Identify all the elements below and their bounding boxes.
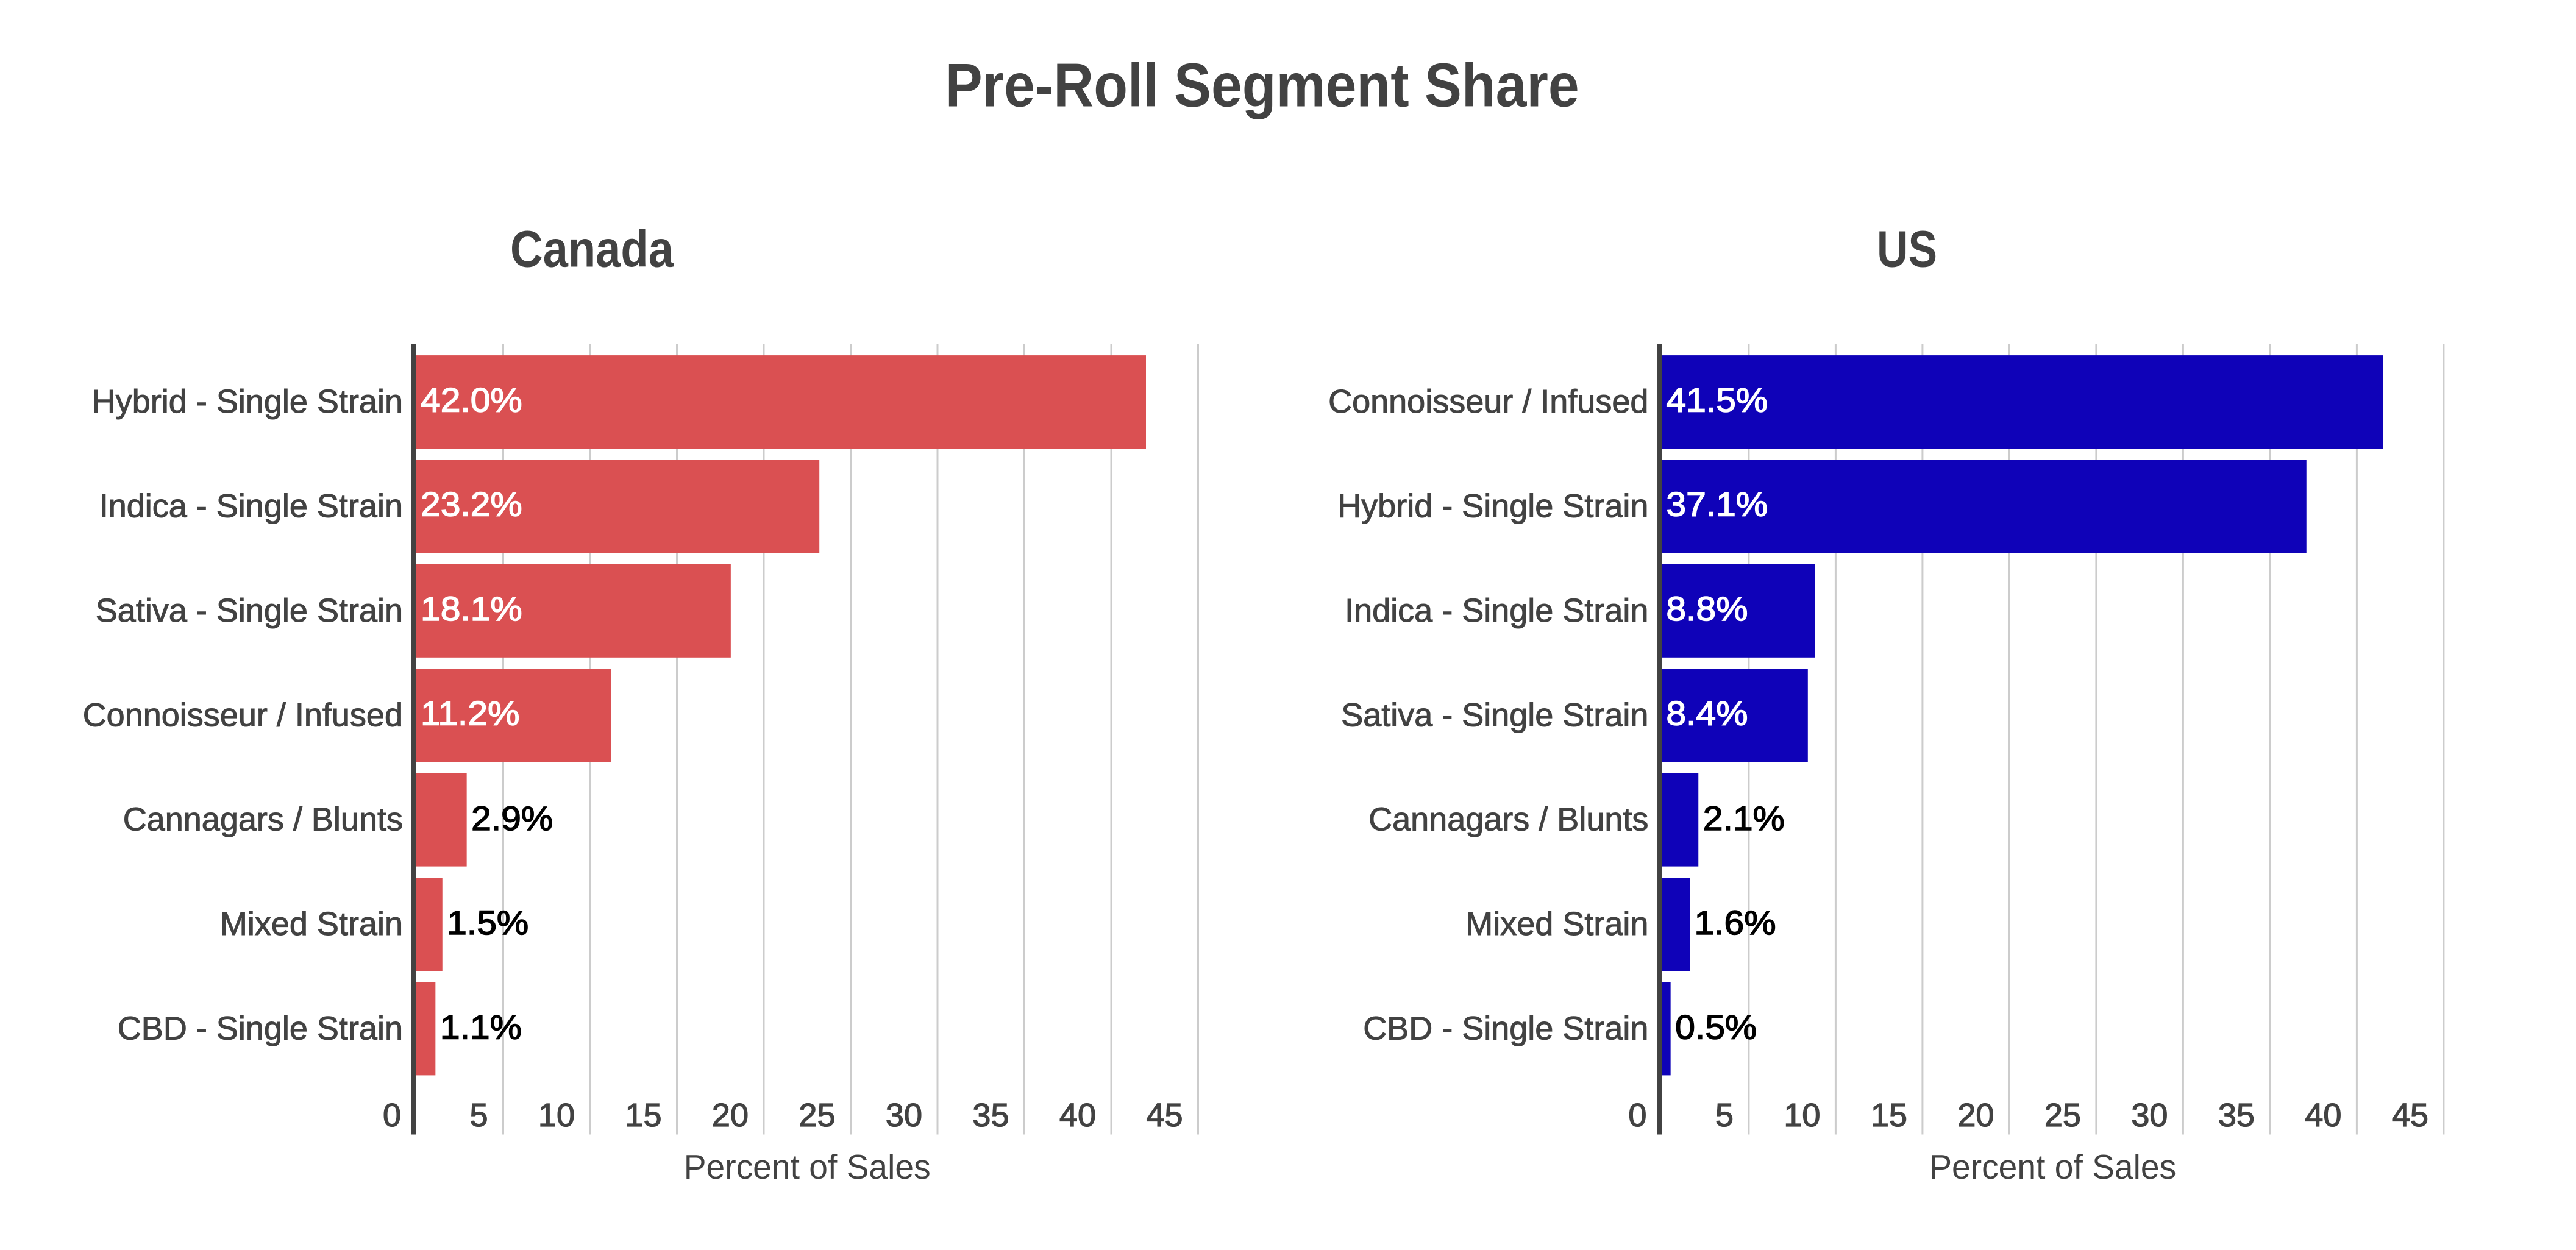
svg-text:40: 40 — [2305, 1097, 2341, 1134]
svg-text:40: 40 — [1059, 1097, 1096, 1134]
svg-text:45: 45 — [2392, 1097, 2428, 1134]
svg-text:5: 5 — [1715, 1097, 1734, 1134]
svg-text:10: 10 — [538, 1097, 575, 1134]
svg-text:Hybrid - Single Strain: Hybrid - Single Strain — [92, 383, 403, 420]
svg-text:41.5%: 41.5% — [1666, 380, 1768, 419]
svg-text:Pre-Roll Segment Share: Pre-Roll Segment Share — [945, 52, 1579, 120]
svg-text:Hybrid - Single Strain: Hybrid - Single Strain — [1337, 488, 1648, 525]
svg-text:Mixed Strain: Mixed Strain — [220, 906, 403, 942]
svg-text:0.5%: 0.5% — [1675, 1008, 1757, 1046]
svg-text:11.2%: 11.2% — [421, 694, 519, 733]
svg-text:2.1%: 2.1% — [1703, 799, 1785, 837]
svg-text:Percent of Sales: Percent of Sales — [1929, 1148, 2176, 1187]
svg-text:Mixed Strain: Mixed Strain — [1465, 906, 1648, 942]
svg-text:35: 35 — [972, 1097, 1009, 1134]
svg-text:25: 25 — [799, 1097, 835, 1134]
svg-text:0: 0 — [383, 1097, 401, 1134]
svg-text:18.1%: 18.1% — [421, 589, 522, 628]
svg-text:23.2%: 23.2% — [421, 485, 522, 524]
svg-text:1.1%: 1.1% — [440, 1008, 522, 1046]
svg-text:Indica - Single Strain: Indica - Single Strain — [1345, 592, 1648, 629]
svg-text:15: 15 — [625, 1097, 661, 1134]
svg-text:8.4%: 8.4% — [1666, 694, 1748, 733]
svg-text:2.9%: 2.9% — [471, 799, 553, 837]
svg-text:37.1%: 37.1% — [1666, 485, 1768, 524]
svg-text:Indica - Single Strain: Indica - Single Strain — [99, 488, 403, 525]
svg-text:Connoisseur / Infused: Connoisseur / Infused — [83, 697, 403, 733]
svg-text:Sativa - Single Strain: Sativa - Single Strain — [1341, 697, 1648, 733]
svg-text:45: 45 — [1146, 1097, 1183, 1134]
svg-text:8.8%: 8.8% — [1666, 589, 1748, 628]
svg-text:Cannagars / Blunts: Cannagars / Blunts — [1368, 801, 1648, 838]
svg-text:Percent of Sales: Percent of Sales — [684, 1148, 931, 1187]
svg-text:15: 15 — [1871, 1097, 1907, 1134]
svg-text:0: 0 — [1628, 1097, 1646, 1134]
svg-text:42.0%: 42.0% — [421, 380, 522, 419]
svg-text:Connoisseur / Infused: Connoisseur / Infused — [1328, 383, 1648, 420]
svg-text:CBD - Single Strain: CBD - Single Strain — [118, 1010, 403, 1047]
svg-text:20: 20 — [712, 1097, 749, 1134]
svg-text:1.5%: 1.5% — [447, 903, 528, 942]
svg-text:30: 30 — [886, 1097, 922, 1134]
svg-text:20: 20 — [1957, 1097, 1994, 1134]
svg-text:30: 30 — [2131, 1097, 2168, 1134]
svg-text:1.6%: 1.6% — [1695, 903, 1776, 942]
svg-text:Sativa - Single Strain: Sativa - Single Strain — [96, 592, 403, 629]
svg-text:Cannagars / Blunts: Cannagars / Blunts — [123, 801, 403, 838]
svg-text:25: 25 — [2044, 1097, 2081, 1134]
svg-text:10: 10 — [1784, 1097, 1820, 1134]
svg-text:5: 5 — [469, 1097, 488, 1134]
svg-text:35: 35 — [2218, 1097, 2255, 1134]
svg-text:CBD - Single Strain: CBD - Single Strain — [1363, 1010, 1648, 1047]
svg-text:Canada: Canada — [510, 221, 674, 278]
svg-text:US: US — [1877, 221, 1937, 278]
